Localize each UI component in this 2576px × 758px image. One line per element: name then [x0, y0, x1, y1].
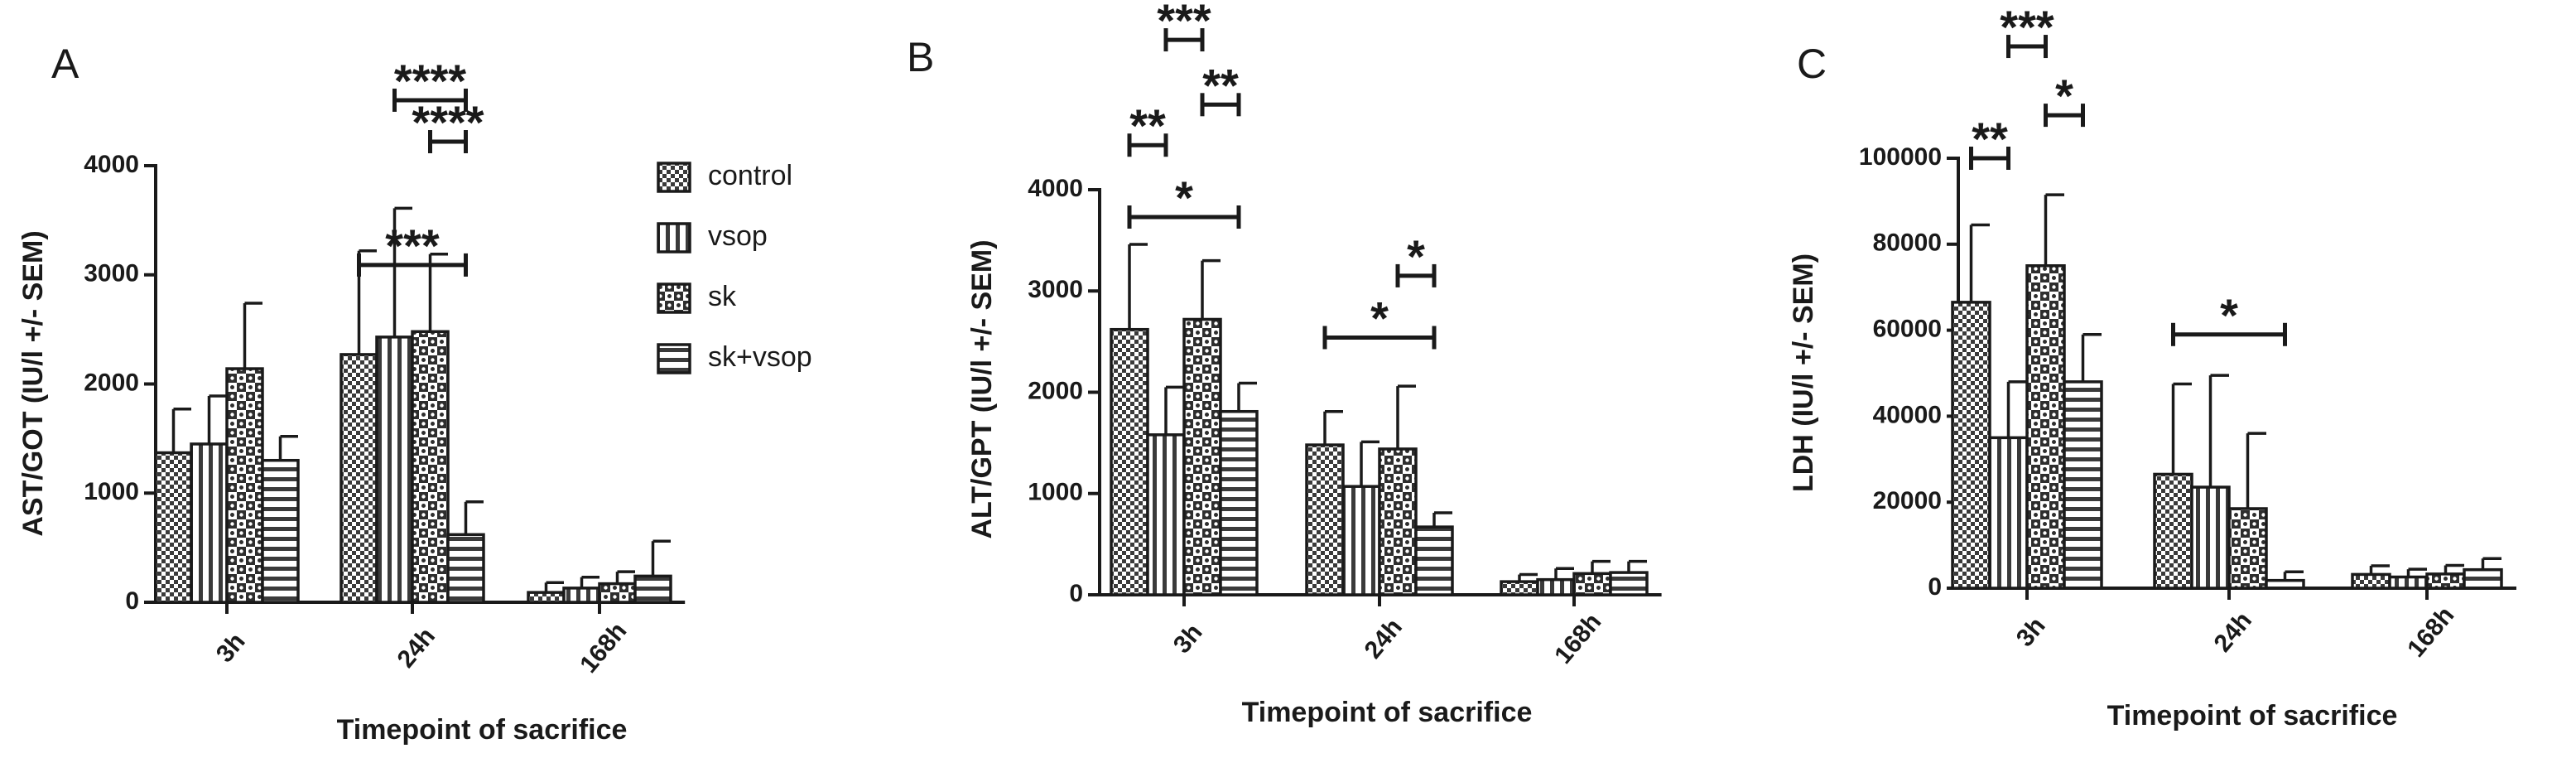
- panel-b: B 0 1000 2000 3000 4000 3h 24h 168h Timepoint of …: [907, 0, 1662, 728]
- bar-sk: [2425, 572, 2466, 590]
- bar-vsop: [1341, 485, 1381, 596]
- bar-sk-vsop: [2463, 567, 2503, 590]
- significance-label: ***: [1157, 0, 1211, 46]
- x-tick-label: 3h: [211, 628, 251, 668]
- bar-sk-vsop: [1414, 525, 1454, 596]
- y-tick-label: 100000: [1859, 143, 1942, 171]
- bar-control: [2351, 572, 2391, 590]
- x-tick-label: 168h: [575, 617, 632, 678]
- y-tick-label: 3000: [84, 260, 139, 287]
- significance-label: **: [1202, 59, 1239, 111]
- bar-control: [527, 591, 566, 604]
- significance-label: *: [1370, 292, 1389, 344]
- legend-label: vsop: [708, 220, 768, 252]
- significance-label: **: [1972, 113, 2008, 165]
- significance-label: **: [1129, 99, 1166, 152]
- bar-sk: [2025, 264, 2066, 590]
- x-tick-label: 24h: [1360, 614, 1408, 664]
- legend-label: sk+vsop: [708, 341, 812, 373]
- bar-vsop: [1536, 577, 1576, 596]
- legend-label: control: [708, 160, 792, 191]
- bar-control: [1951, 301, 1991, 590]
- x-tick-label: 24h: [2209, 607, 2258, 658]
- y-tick-label: 40000: [1873, 401, 1942, 428]
- panel-letter: C: [1797, 41, 1827, 87]
- bar-sk: [1572, 572, 1612, 596]
- legend-swatch-control: [657, 162, 691, 193]
- bar-control: [154, 451, 193, 604]
- bar-vsop: [1988, 436, 2029, 590]
- y-axis-title: AST/GOT (IU/l +/- SEM): [17, 230, 49, 536]
- bar-vsop: [562, 587, 601, 604]
- legend-swatch-sk: [657, 282, 691, 314]
- legend-label: sk: [708, 281, 737, 312]
- bar-vsop: [2190, 485, 2231, 590]
- significance-label: *: [1175, 171, 1193, 224]
- bar-sk: [411, 330, 450, 604]
- bar-vsop: [2388, 575, 2429, 590]
- y-tick-label: 0: [1928, 573, 1942, 601]
- bar-sk: [598, 582, 637, 604]
- x-tick-label: 168h: [2402, 601, 2459, 663]
- y-tick-label: 2000: [84, 369, 139, 396]
- bar-sk-vsop: [446, 533, 485, 604]
- x-tick-label: 3h: [2011, 612, 2051, 652]
- x-axis-title: Timepoint of sacrifice: [2107, 700, 2398, 731]
- y-tick-label: 4000: [1028, 175, 1083, 202]
- y-tick-label: 3000: [1028, 276, 1083, 303]
- x-tick-label: 168h: [1549, 608, 1606, 669]
- y-tick-label: 0: [1069, 580, 1083, 607]
- significance-label: ***: [2000, 1, 2054, 53]
- x-tick-label: 3h: [1168, 619, 1208, 659]
- x-axis-title: Timepoint of sacrifice: [337, 714, 628, 746]
- legend: control vsop sk sk+vsop: [657, 160, 812, 374]
- y-tick-label: 60000: [1873, 316, 1942, 343]
- bar-control: [1110, 327, 1149, 596]
- y-tick-label: 2000: [1028, 377, 1083, 404]
- bar-control: [2153, 472, 2193, 590]
- significance-label: *: [2220, 289, 2238, 341]
- significance-label: ***: [385, 220, 440, 272]
- y-axis-title: LDH (IU/l +/- SEM): [1788, 253, 1819, 492]
- legend-swatch-vsop: [657, 222, 691, 253]
- y-tick-label: 4000: [84, 151, 139, 178]
- panel-a: A 0 1000 2000 3000 4000 3h 24h 168h Timepoint of …: [17, 41, 686, 746]
- significance-label: ****: [412, 96, 484, 148]
- bar-sk: [225, 367, 264, 604]
- bar-sk-vsop: [261, 458, 300, 604]
- y-tick-label: 20000: [1873, 487, 1942, 514]
- bar-control: [339, 353, 378, 604]
- bar-control: [1305, 443, 1345, 596]
- significance-label: *: [2055, 70, 2073, 122]
- significance-label: *: [1407, 230, 1425, 282]
- bar-sk-vsop: [2265, 578, 2305, 590]
- bar-vsop: [190, 442, 229, 604]
- bar-vsop: [1146, 433, 1186, 596]
- bar-sk-vsop: [633, 574, 672, 604]
- bar-sk: [2227, 507, 2268, 590]
- y-tick-label: 80000: [1873, 229, 1942, 257]
- bar-sk: [1182, 317, 1222, 596]
- legend-swatch-sk-vsop: [657, 343, 691, 374]
- bar-sk-vsop: [1609, 571, 1649, 596]
- panel-c: C 0 20000 40000 60000 80000 100000 3h 24h 168h Tim…: [1788, 1, 2516, 731]
- panel-letter: B: [907, 34, 934, 80]
- bar-sk-vsop: [2063, 380, 2103, 590]
- y-axis-title: ALT/GPT (IU/l +/- SEM): [966, 239, 998, 538]
- y-tick-label: 1000: [84, 478, 139, 505]
- x-tick-label: 24h: [392, 623, 441, 674]
- significance-label: ****: [394, 55, 466, 107]
- x-axis-title: Timepoint of sacrifice: [1242, 697, 1533, 728]
- bar-sk-vsop: [1219, 409, 1259, 596]
- panel-letter: A: [51, 41, 79, 87]
- bar-control: [1500, 580, 1539, 596]
- bar-vsop: [375, 336, 414, 604]
- bar-sk: [1378, 447, 1418, 596]
- y-tick-label: 0: [125, 587, 139, 615]
- y-tick-label: 1000: [1028, 479, 1083, 506]
